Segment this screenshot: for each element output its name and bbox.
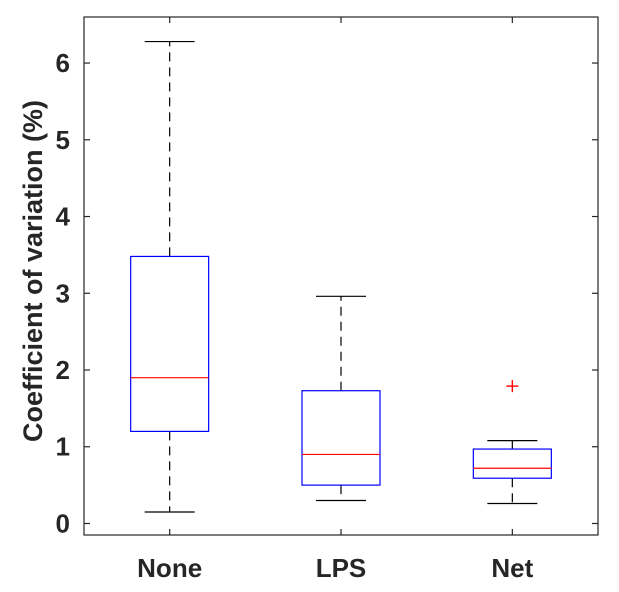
outlier-marker [506, 380, 519, 393]
box-iqr [301, 390, 381, 486]
y-tick-label: 5 [56, 125, 70, 155]
box-group-lps [301, 295, 381, 502]
y-tick-label: 2 [56, 355, 70, 385]
y-tick-label: 6 [56, 48, 70, 78]
y-tick-label: 1 [56, 432, 70, 462]
x-axis: None LPS Net [137, 17, 534, 583]
y-tick-label: 3 [56, 278, 70, 308]
y-axis-label: Coefficient of variation (%) [18, 100, 48, 442]
x-tick-label: Net [491, 553, 533, 583]
x-tick-label: None [137, 553, 202, 583]
box-group-none [130, 40, 210, 513]
box-series [130, 40, 552, 513]
box-iqr [130, 255, 210, 433]
plot-area [83, 16, 599, 536]
y-tick-label: 0 [56, 508, 70, 538]
box-group-net [472, 380, 552, 505]
y-tick-label: 4 [56, 202, 71, 232]
x-tick-label: LPS [316, 553, 367, 583]
box-iqr [472, 448, 552, 479]
y-axis: 0 1 2 3 4 5 6 [56, 48, 598, 538]
